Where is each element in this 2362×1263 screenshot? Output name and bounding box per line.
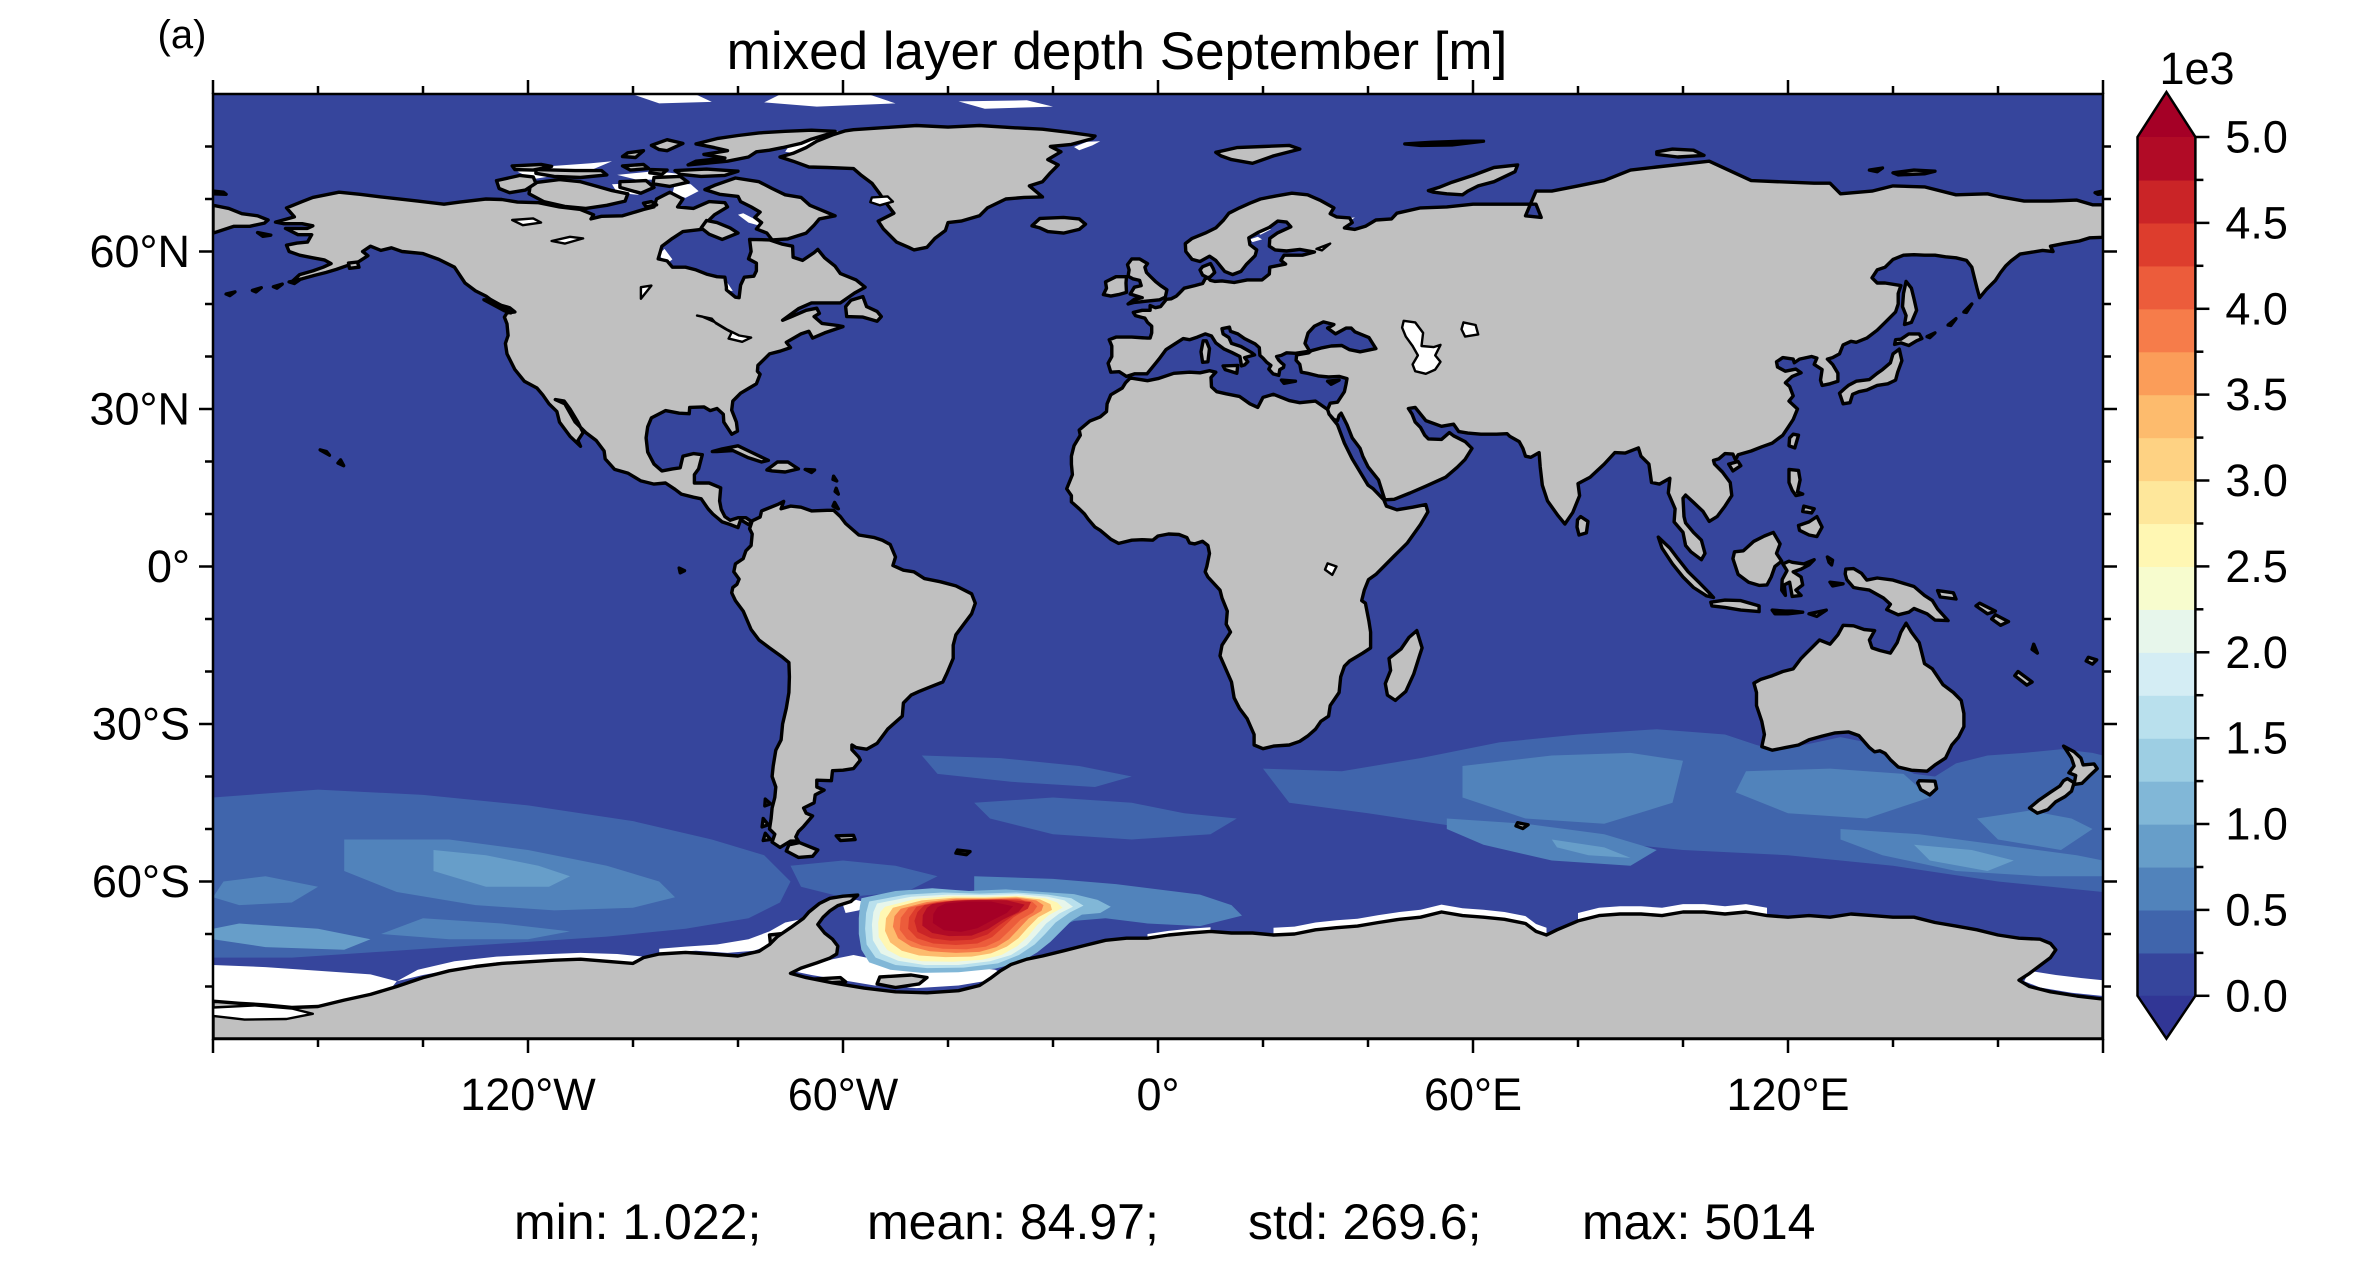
svg-text:30°S: 30°S	[92, 699, 190, 750]
svg-text:4.0: 4.0	[2225, 283, 2288, 334]
svg-text:3.0: 3.0	[2225, 455, 2288, 506]
svg-text:2.5: 2.5	[2225, 541, 2288, 592]
svg-text:60°E: 60°E	[1424, 1069, 1522, 1120]
svg-text:0.5: 0.5	[2225, 884, 2288, 935]
svg-text:std: 269.6;: std: 269.6;	[1248, 1194, 1482, 1250]
svg-text:mean: 84.97;: mean: 84.97;	[867, 1194, 1159, 1250]
svg-text:mixed layer depth September [m: mixed layer depth September [m]	[727, 22, 1508, 81]
svg-text:max: 5014: max: 5014	[1582, 1194, 1815, 1250]
svg-text:(a): (a)	[158, 13, 207, 57]
svg-text:60°W: 60°W	[788, 1069, 899, 1120]
svg-text:0°: 0°	[147, 541, 190, 592]
svg-text:5.0: 5.0	[2225, 112, 2288, 163]
svg-text:30°N: 30°N	[89, 384, 190, 435]
svg-text:3.5: 3.5	[2225, 369, 2288, 420]
svg-text:120°W: 120°W	[460, 1069, 596, 1120]
svg-text:min: 1.022;: min: 1.022;	[514, 1194, 761, 1250]
svg-text:1e3: 1e3	[2159, 43, 2234, 94]
svg-text:0°: 0°	[1136, 1069, 1179, 1120]
svg-text:0.0: 0.0	[2225, 970, 2288, 1021]
svg-text:2.0: 2.0	[2225, 627, 2288, 678]
svg-text:60°N: 60°N	[89, 226, 190, 277]
svg-text:60°S: 60°S	[92, 856, 190, 907]
svg-text:1.5: 1.5	[2225, 713, 2288, 764]
svg-text:1.0: 1.0	[2225, 799, 2288, 850]
svg-text:4.5: 4.5	[2225, 197, 2288, 248]
svg-text:120°E: 120°E	[1726, 1069, 1849, 1120]
